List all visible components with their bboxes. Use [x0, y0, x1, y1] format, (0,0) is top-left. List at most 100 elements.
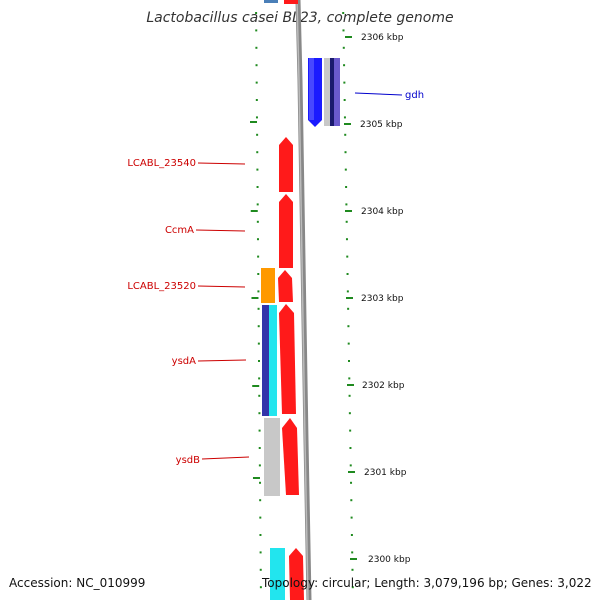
gene-feature[interactable] — [289, 548, 304, 600]
minor-tick — [256, 220, 259, 223]
minor-tick — [258, 377, 261, 380]
minor-tick — [350, 499, 353, 502]
major-tick — [250, 210, 258, 212]
minor-tick — [257, 255, 260, 258]
gene-feature[interactable] — [279, 304, 296, 414]
minor-tick — [255, 12, 258, 14]
minor-tick — [345, 186, 348, 188]
minor-tick — [256, 203, 259, 206]
gene-label-ysda[interactable]: ysdA — [172, 356, 196, 367]
gdh-feature-group — [308, 58, 340, 127]
minor-tick — [351, 586, 354, 589]
minor-tick — [345, 238, 348, 241]
gene-feature[interactable] — [264, 418, 280, 496]
minor-tick — [255, 29, 258, 32]
minor-tick — [257, 307, 260, 310]
gene-feature[interactable] — [334, 58, 340, 126]
gene-feature[interactable] — [269, 305, 277, 416]
gene-feature[interactable] — [278, 270, 293, 302]
genome-backbone — [295, 0, 312, 600]
gene-label-lcabl-23540[interactable]: LCABL_23540 — [127, 158, 196, 169]
minor-tick — [351, 568, 354, 571]
gene-feature[interactable] — [262, 305, 269, 416]
minor-tick — [349, 429, 352, 432]
minor-tick — [348, 360, 350, 362]
gene-feature[interactable] — [330, 58, 334, 126]
minor-tick — [259, 481, 262, 484]
scale-label: 2300 kbp — [368, 555, 411, 565]
scale-label: 2306 kbp — [361, 33, 404, 43]
minor-tick — [349, 464, 352, 467]
minor-tick — [343, 64, 346, 67]
accession-text: Accession: NC_010999 — [9, 576, 146, 590]
left-tick-marks — [250, 12, 262, 589]
minor-tick — [258, 464, 261, 467]
minor-tick — [348, 412, 351, 415]
gene-feature[interactable] — [282, 418, 299, 495]
minor-tick — [258, 412, 261, 415]
gene-feature[interactable] — [324, 58, 330, 126]
minor-tick — [255, 46, 258, 49]
minor-tick — [258, 429, 261, 432]
minor-tick — [348, 377, 351, 380]
minor-tick — [342, 46, 345, 49]
scale-label: 2302 kbp — [362, 381, 405, 391]
minor-tick — [259, 499, 262, 502]
gene-label-ysdb[interactable]: ysdB — [176, 455, 200, 466]
major-tick — [250, 121, 258, 123]
right-tick-marks — [342, 12, 354, 589]
gene-feature[interactable] — [261, 268, 275, 303]
minor-tick — [344, 168, 347, 171]
minor-tick — [344, 133, 347, 136]
gene-label-gdh[interactable]: gdh — [405, 90, 424, 101]
minor-tick — [255, 116, 258, 119]
minor-tick — [348, 394, 351, 397]
minor-tick — [259, 551, 262, 554]
gene-feature[interactable] — [279, 137, 293, 192]
gene-feature[interactable] — [270, 548, 285, 600]
minor-tick — [343, 81, 346, 84]
minor-tick — [346, 255, 349, 258]
red-feature-group — [278, 137, 304, 600]
minor-tick — [343, 116, 346, 119]
gene-label-lcabl-23520[interactable]: LCABL_23520 — [127, 281, 196, 292]
minor-tick — [350, 516, 353, 519]
minor-tick — [347, 307, 350, 310]
minor-tick — [347, 325, 350, 328]
minor-tick — [258, 360, 260, 362]
minor-tick — [259, 516, 262, 519]
minor-tick — [342, 29, 345, 32]
minor-tick — [345, 220, 348, 223]
minor-tick — [343, 99, 346, 101]
scale-label: 2304 kbp — [361, 207, 404, 217]
minor-tick — [345, 203, 348, 206]
scale-label: 2305 kbp — [360, 120, 403, 130]
minor-tick — [347, 342, 350, 345]
minor-tick — [255, 99, 258, 101]
minor-tick — [257, 273, 260, 275]
gene-feature[interactable] — [264, 0, 278, 3]
gene-label-ccma[interactable]: CcmA — [165, 225, 194, 236]
topology-text: Topology: circular; Length: 3,079,196 bp… — [262, 576, 592, 590]
minor-tick — [344, 151, 347, 154]
minor-tick — [255, 64, 258, 67]
minor-tick — [259, 586, 262, 589]
gene-feature[interactable] — [284, 0, 298, 4]
minor-tick — [256, 168, 259, 171]
minor-tick — [350, 481, 353, 484]
minor-tick — [257, 342, 260, 345]
scale-label: 2303 kbp — [361, 294, 404, 304]
minor-tick — [259, 568, 262, 571]
minor-tick — [257, 325, 260, 328]
minor-tick — [256, 238, 259, 241]
minor-tick — [351, 551, 354, 554]
gdh-label-line — [354, 92, 403, 96]
major-tick — [252, 477, 260, 479]
major-tick — [251, 297, 259, 299]
scale-label: 2301 kbp — [364, 468, 407, 478]
minor-tick — [256, 151, 259, 154]
minor-tick — [256, 186, 259, 188]
minor-tick — [259, 534, 262, 536]
gene-feature[interactable] — [279, 194, 293, 268]
